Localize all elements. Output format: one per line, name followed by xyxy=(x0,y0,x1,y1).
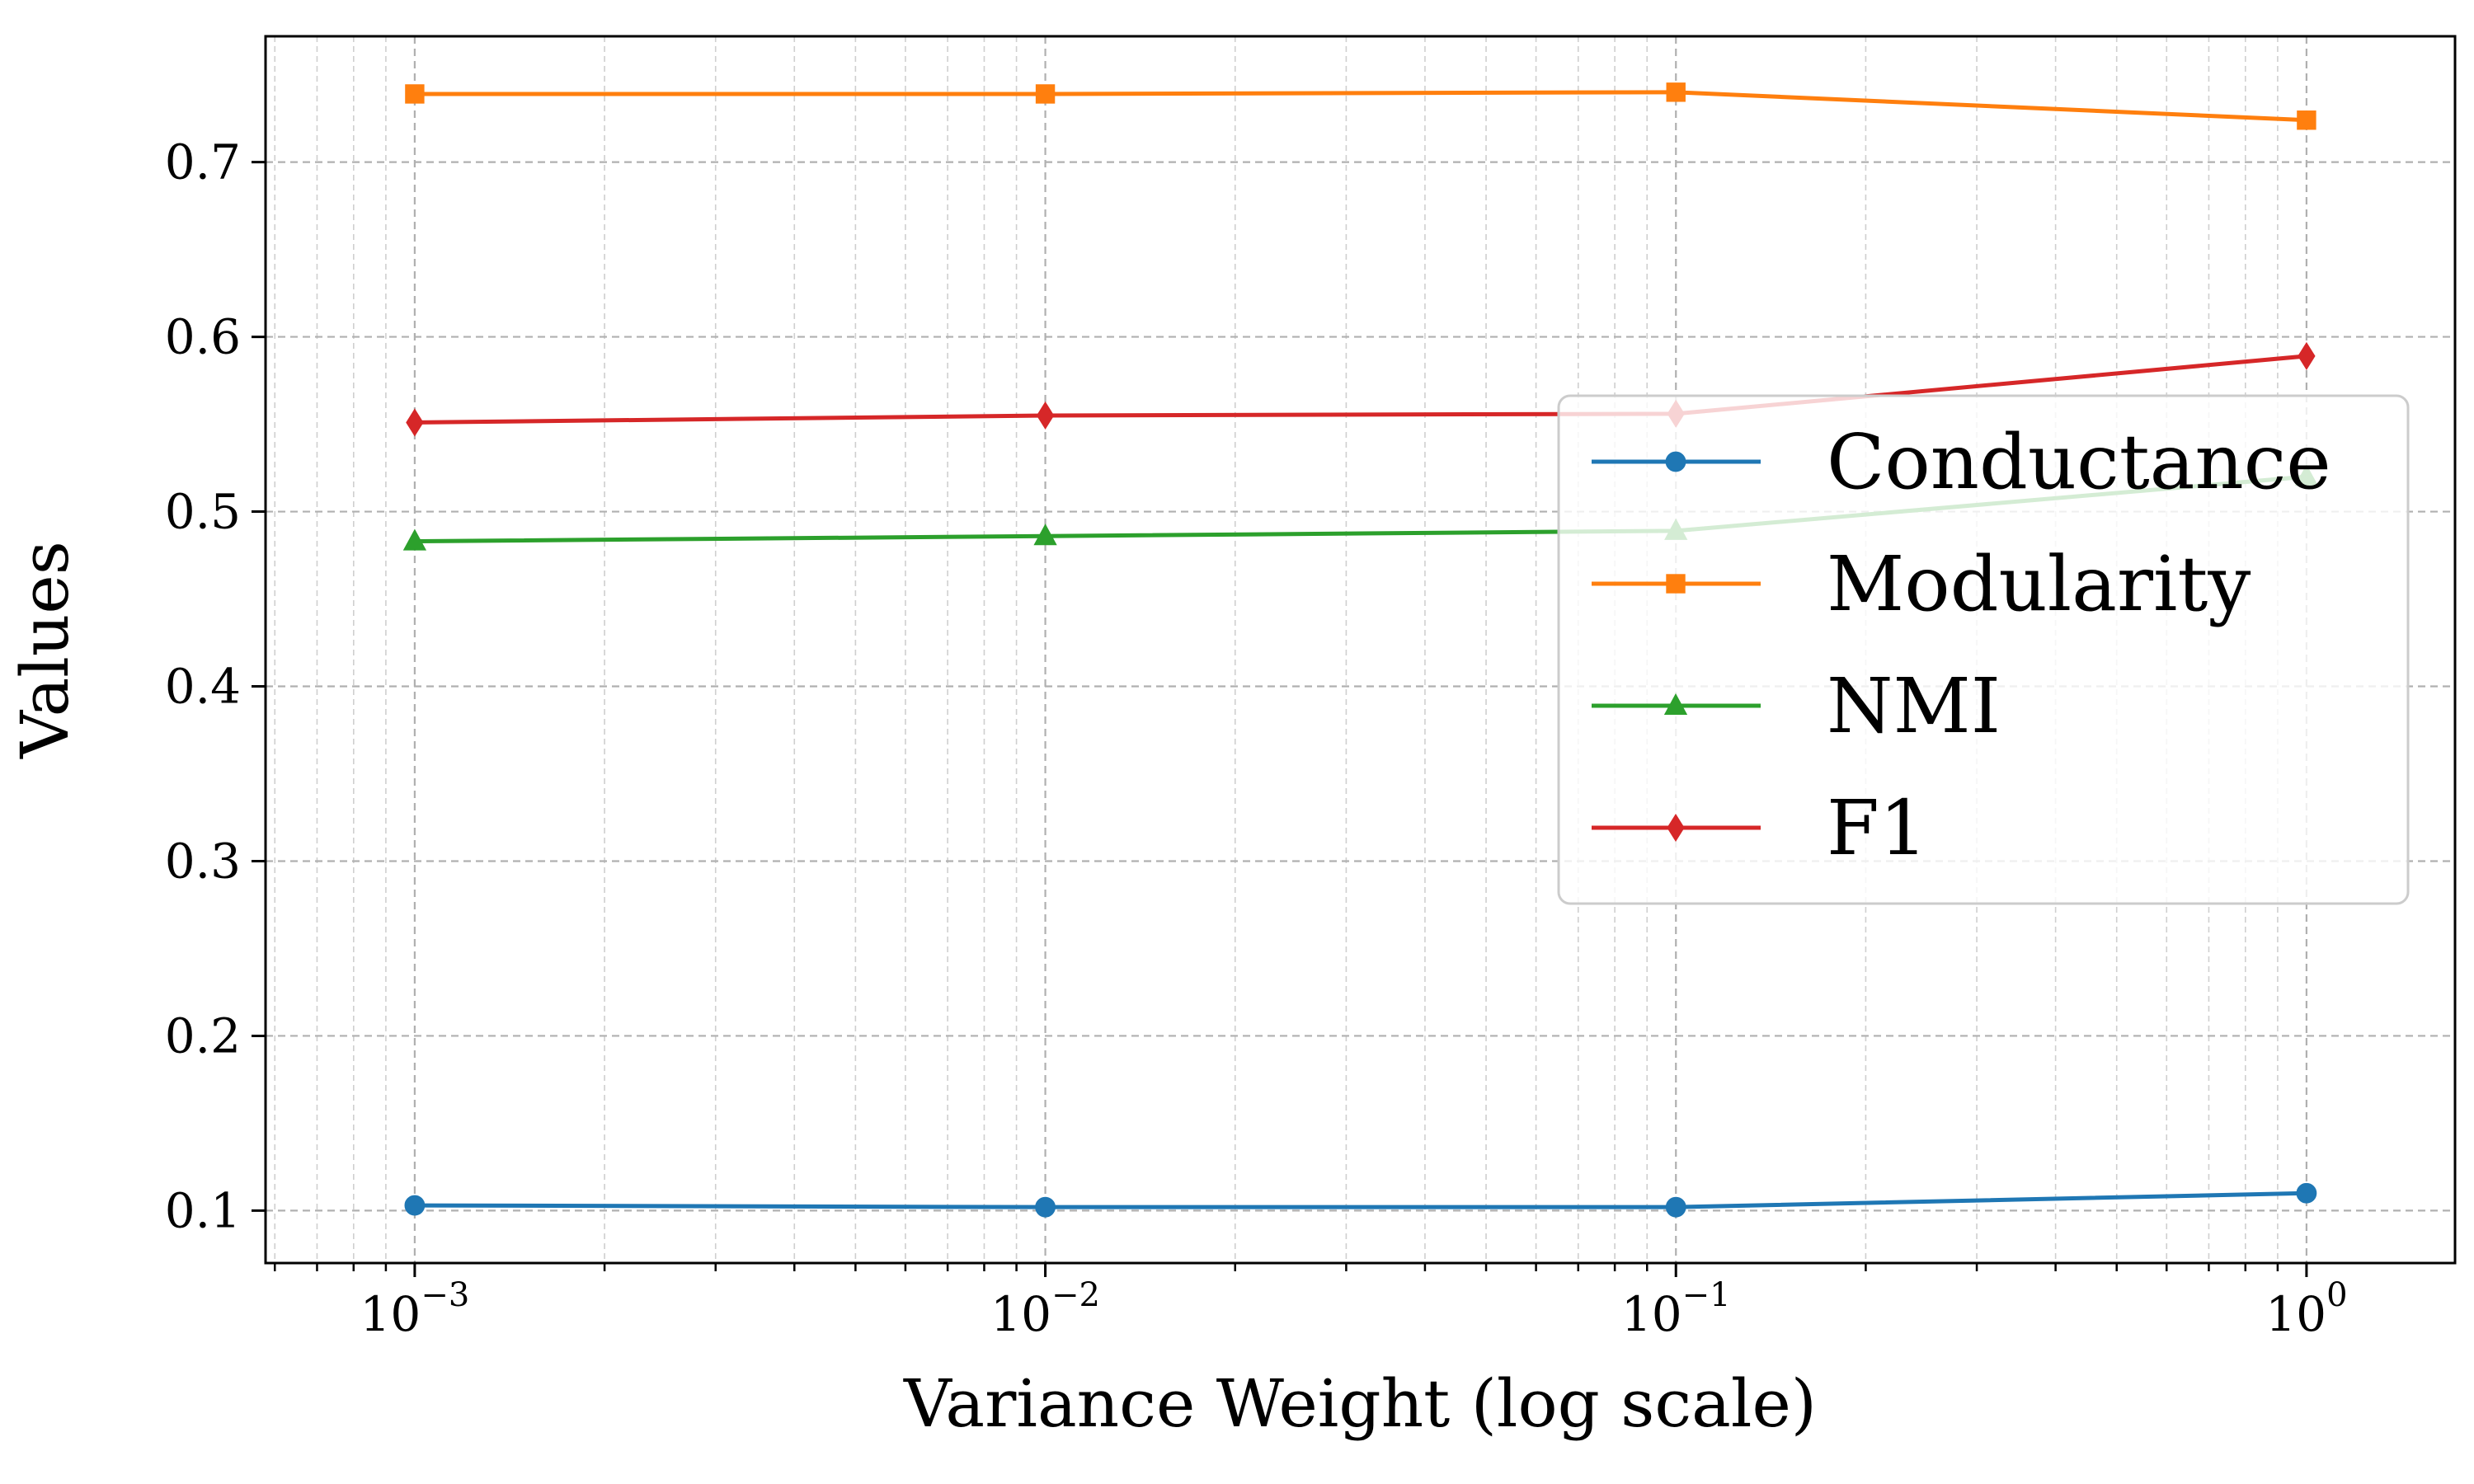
data-point-circle xyxy=(2296,1182,2317,1204)
data-point-triangle xyxy=(1033,524,1057,546)
data-point-circle xyxy=(404,1195,426,1216)
series-line xyxy=(414,90,2307,123)
y-axis-title: Values xyxy=(7,541,83,759)
data-point-circle xyxy=(1035,1196,1056,1218)
grid xyxy=(266,36,2455,1263)
legend: Conductance Modularity NMI F1 xyxy=(1557,394,2410,905)
x-tick-label: 100 xyxy=(2265,1276,2347,1342)
data-point-square xyxy=(1666,82,1686,102)
x-tick-label: 10−2 xyxy=(990,1276,1100,1342)
legend-item: NMI xyxy=(1592,662,2001,750)
y-tick-label: 0.6 xyxy=(165,309,241,365)
data-point-diamond xyxy=(1667,813,1685,843)
data-point-square xyxy=(405,84,425,104)
legend-label: F1 xyxy=(1827,784,1927,872)
legend-label: Conductance xyxy=(1827,418,2331,506)
data-point-circle xyxy=(1665,451,1686,472)
legend-label: NMI xyxy=(1827,662,2001,750)
x-tick-base: 10 xyxy=(990,1286,1051,1342)
x-tick-base: 10 xyxy=(2265,1286,2326,1342)
x-tick-base: 10 xyxy=(360,1286,421,1342)
legend-item: F1 xyxy=(1592,784,1927,872)
plot-frame xyxy=(264,35,2457,1265)
data-point-square xyxy=(1666,574,1686,594)
x-tick-exponent: −3 xyxy=(421,1276,469,1314)
data-point-square xyxy=(2297,110,2316,130)
y-tick-label: 0.3 xyxy=(165,833,241,889)
x-tick-label: 10−3 xyxy=(360,1276,470,1342)
legend-item: Modularity xyxy=(1592,540,2251,628)
x-tick-exponent: 0 xyxy=(2326,1276,2347,1314)
x-tick-base: 10 xyxy=(1621,1286,1682,1342)
y-tick-label: 0.2 xyxy=(165,1007,241,1064)
y-tick-label: 0.1 xyxy=(165,1182,241,1238)
y-tick-label: 0.5 xyxy=(165,484,241,540)
y-tick-label: 0.4 xyxy=(165,659,241,715)
data-point-diamond xyxy=(406,408,424,437)
data-point-diamond xyxy=(1036,401,1055,430)
series-conductance xyxy=(404,1182,2317,1218)
data-point-triangle xyxy=(1663,693,1688,715)
series-modularity xyxy=(405,82,2316,130)
series-line xyxy=(414,1190,2307,1209)
data-point-circle xyxy=(1665,1196,1686,1218)
legend-item: Conductance xyxy=(1592,418,2331,506)
legend-label: Modularity xyxy=(1827,540,2251,628)
x-tick-exponent: −2 xyxy=(1051,1276,1100,1314)
data-point-triangle xyxy=(402,528,427,551)
x-tick-label: 10−1 xyxy=(1621,1276,1731,1342)
data-point-diamond xyxy=(2298,341,2316,370)
data-point-square xyxy=(1035,84,1056,104)
x-axis-title: Variance Weight (log scale) xyxy=(903,1365,1817,1442)
series-line xyxy=(414,354,2307,425)
legend-box xyxy=(1557,394,2410,905)
x-tick-exponent: −1 xyxy=(1682,1276,1731,1314)
y-tick-label: 0.7 xyxy=(165,134,241,190)
